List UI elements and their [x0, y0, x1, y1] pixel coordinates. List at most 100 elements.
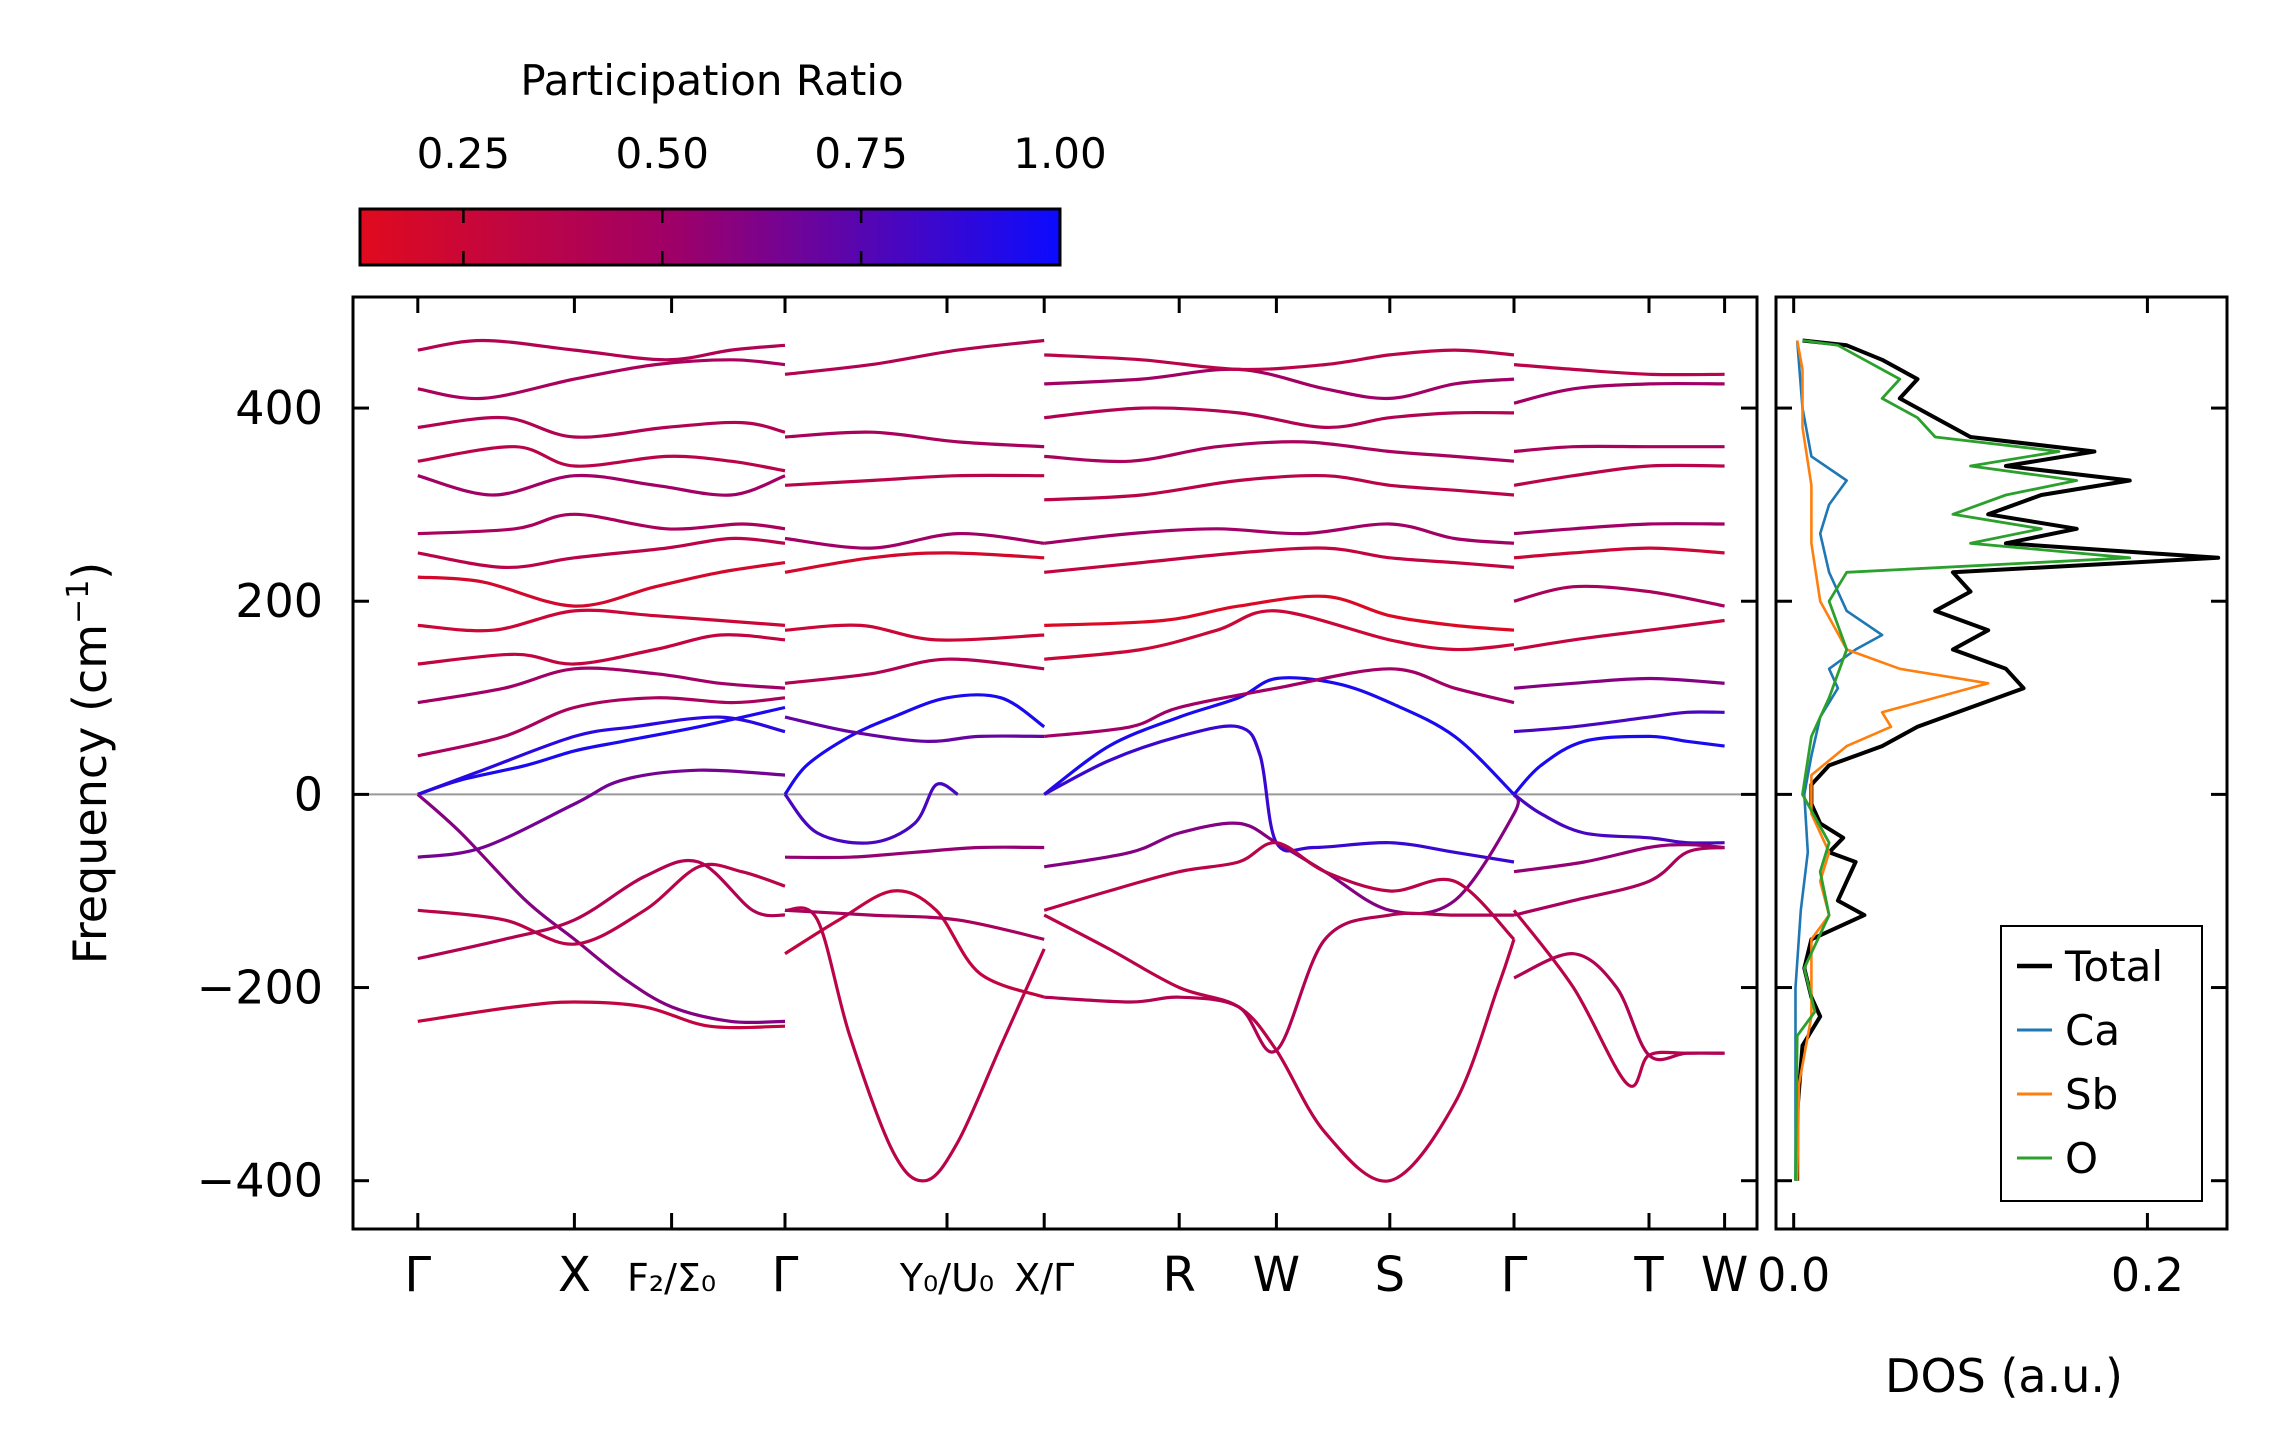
phonon-branch: [417, 473, 786, 497]
frequency-axis: −400 −200 0 200 400: [197, 381, 1757, 1208]
phonon-branch: [417, 536, 786, 570]
phonon-branch: [417, 445, 786, 473]
phonon-branch: [1044, 594, 1515, 632]
phonon-branch: [784, 657, 1045, 685]
phonon-branch: [784, 531, 1045, 550]
y-tick-label: 400: [235, 381, 323, 435]
phonon-branch: [417, 338, 786, 362]
dos-curve-sb: [1795, 340, 1990, 1181]
phonon-branch: [1043, 724, 1515, 864]
y-tick-label: 0: [294, 767, 323, 821]
dos-curve-total: [1795, 338, 2221, 1181]
phonon-branch: [1513, 793, 1725, 845]
legend-label-total: Total: [2064, 942, 2163, 991]
k-point-label: T: [1633, 1247, 1664, 1303]
phonon-branch: [1513, 363, 1725, 377]
phonon-branch: [417, 512, 786, 536]
phonon-branch: [1513, 676, 1725, 690]
phonon-branch: [1513, 522, 1725, 536]
phonon-branch: [784, 845, 1045, 860]
phonon-branch: [1513, 710, 1725, 734]
phonon-branch: [1513, 381, 1725, 405]
phonon-branch: [417, 862, 786, 946]
colorbar-title: Participation Ratio: [520, 56, 903, 105]
ylabel-close: ): [63, 562, 117, 580]
k-point-label: Γ: [772, 1247, 799, 1303]
dos-x-tick-label: 0.2: [2111, 1248, 2184, 1302]
legend-frame: [2000, 925, 2203, 1202]
phonon-branch: [417, 696, 786, 758]
colorbar-tick-label: 0.25: [417, 129, 511, 178]
phonon-branch: [1044, 440, 1515, 464]
dos-axes: 0.0 0.2: [1757, 297, 2227, 1302]
legend-label-ca: Ca: [2065, 1006, 2120, 1055]
phonon-branch: [1044, 367, 1515, 401]
phonon-branch: [1044, 609, 1515, 661]
kpath-axis: Γ X F₂/Σ₀ Γ Y₀/U₀ X/Γ R W S Γ T W: [404, 297, 1748, 1303]
frequency-axis-label: Frequency (cm−1): [61, 562, 117, 965]
phonon-branch: [1513, 584, 1725, 608]
phonon-branch: [784, 338, 1045, 376]
phonon-branch: [1513, 546, 1725, 560]
colorbar-tick-label: 1.00: [1013, 129, 1107, 178]
phonon-branch: [417, 858, 786, 961]
k-point-label: F₂/Σ₀: [627, 1256, 716, 1300]
phonon-branch: [1513, 845, 1725, 917]
phonon-branch: [784, 908, 1045, 941]
phonon-branch: [1044, 473, 1515, 502]
phonon-branch: [1044, 406, 1515, 430]
phonon-branch: [1044, 546, 1515, 574]
phonon-branch: [1044, 522, 1515, 545]
colorbar-gradient: [358, 207, 1062, 267]
phonon-branch: [1513, 444, 1725, 454]
colorbar-tick-label: 0.75: [814, 129, 908, 178]
phonon-branch: [784, 715, 1045, 743]
k-point-label: Y₀/U₀: [899, 1256, 994, 1300]
dos-axis-label: DOS (a.u.): [1885, 1349, 2123, 1403]
phonon-branch: [784, 623, 1045, 642]
k-point-label: S: [1375, 1247, 1405, 1303]
colorbar-ticks: 0.25 0.50 0.75 1.00: [417, 129, 1107, 265]
k-point-label: W: [1701, 1247, 1748, 1303]
colorbar: Participation Ratio 0.25 0.50 0.75 1.00: [358, 56, 1107, 267]
phonon-branch: [1043, 793, 1520, 916]
phonon-branch: [1513, 618, 1725, 652]
k-point-label: X/Γ: [1014, 1256, 1074, 1300]
ylabel-main: Frequency (cm: [63, 624, 117, 964]
dos-panel: 0.0 0.2 DOS (a.u.) Total Ca Sb O: [1757, 295, 2229, 1403]
phonon-branch: [1512, 734, 1725, 796]
phonon-branch: [1043, 913, 1516, 1183]
phonon-branch: [416, 793, 786, 1025]
phonon-branch: [417, 715, 786, 796]
dos-curve-ca: [1794, 340, 1884, 1181]
phonon-branch: [1043, 676, 1516, 796]
phonon-branch: [417, 633, 786, 666]
phonon-branch: [417, 561, 786, 608]
y-tick-label: −400: [197, 1154, 323, 1208]
phonon-branch: [1044, 667, 1515, 738]
phonon-branch: [784, 430, 1045, 449]
legend-entries: Total Ca Sb O: [2017, 942, 2163, 1183]
phonon-branch: [1043, 841, 1516, 941]
dos-plot-frame: [1774, 295, 2229, 1231]
k-point-label: X: [558, 1247, 591, 1303]
ylabel-superscript: −1: [61, 580, 96, 624]
legend-label-sb: Sb: [2065, 1070, 2118, 1119]
k-point-label: W: [1253, 1247, 1300, 1303]
y-tick-label: −200: [197, 961, 323, 1015]
y-tick-label: 200: [235, 574, 323, 628]
phonon-bands: [416, 338, 1725, 1183]
phonon-branch: [417, 1000, 786, 1030]
phonon-branch: [1513, 463, 1725, 487]
phonon-branch: [784, 889, 1045, 999]
phonon-branch: [1512, 909, 1725, 1088]
dos-legend: Total Ca Sb O: [2000, 925, 2203, 1202]
phonon-branch: [417, 415, 786, 439]
phonon-branch: [417, 768, 786, 859]
dos-curves: [1794, 338, 2221, 1181]
phonon-branch: [417, 666, 786, 705]
phonon-branch: [784, 473, 1045, 487]
k-point-label: R: [1163, 1247, 1196, 1303]
phonon-branch: [417, 358, 786, 401]
